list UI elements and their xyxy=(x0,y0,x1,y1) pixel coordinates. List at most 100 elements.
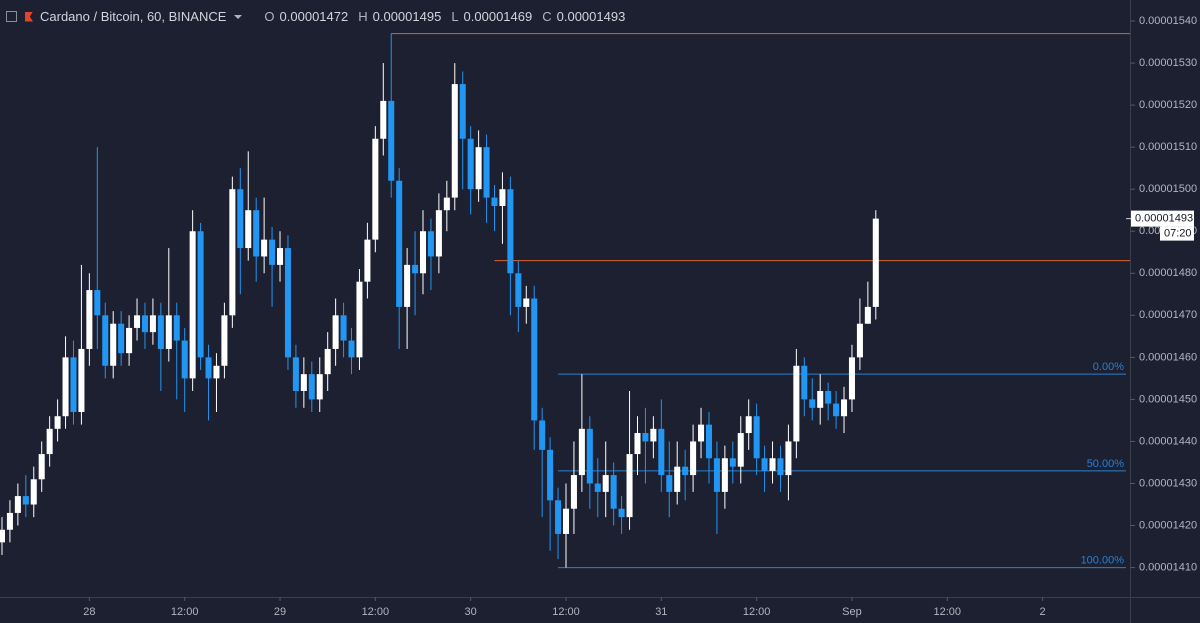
candle-body xyxy=(578,428,585,476)
candle-body xyxy=(173,315,180,341)
x-tick-label: 12:00 xyxy=(552,606,580,618)
candle-body xyxy=(356,281,363,358)
y-tick-label: 0.00001440 xyxy=(1139,435,1197,447)
x-tick-label: Sep xyxy=(842,606,862,618)
fib-label: 100.00% xyxy=(1081,554,1125,566)
candle-body xyxy=(213,365,220,379)
candle-body xyxy=(483,147,490,198)
candle-body xyxy=(94,290,101,316)
countdown-box xyxy=(1160,226,1194,241)
candle-body xyxy=(276,248,284,265)
candle-body xyxy=(872,218,879,307)
candle-body xyxy=(229,189,236,316)
candle-body xyxy=(30,479,37,505)
x-tick-label: 31 xyxy=(655,606,667,618)
ohlc-value: 0.00001472 xyxy=(279,9,349,24)
candle-body xyxy=(515,273,522,307)
symbol-flag xyxy=(25,11,33,22)
candle-body xyxy=(221,315,228,366)
candle-body xyxy=(372,138,379,240)
candle-body xyxy=(491,197,498,207)
candle-body xyxy=(419,231,427,274)
candle-body xyxy=(769,458,776,471)
candle-body xyxy=(245,210,252,249)
candle-body xyxy=(70,357,77,413)
candle-body xyxy=(459,84,466,139)
candle-body xyxy=(380,100,387,139)
candle-body xyxy=(848,357,855,400)
candle-body xyxy=(610,475,617,509)
candle-body xyxy=(181,340,188,379)
candle-body xyxy=(292,357,299,391)
y-tick-label: 0.00001540 xyxy=(1139,15,1197,27)
candle-body xyxy=(118,323,125,354)
candle-body xyxy=(666,475,673,492)
candle-body xyxy=(435,210,442,257)
candle-body xyxy=(745,416,752,434)
candle-body xyxy=(698,424,705,442)
candle-body xyxy=(46,428,53,455)
ohlc-key: O xyxy=(264,9,275,24)
y-tick-label: 0.00001420 xyxy=(1139,519,1197,531)
ohlc-key: H xyxy=(358,9,368,24)
x-tick-label: 2 xyxy=(1040,606,1046,618)
candle-body xyxy=(856,323,863,358)
y-tick-label: 0.00001480 xyxy=(1139,267,1197,279)
y-tick-label: 0.00001460 xyxy=(1139,351,1197,363)
candle-body xyxy=(141,315,148,333)
candle-body xyxy=(62,357,69,417)
candle-body xyxy=(658,428,665,476)
candle-body xyxy=(308,374,315,400)
candle-body xyxy=(705,424,712,459)
candle-body xyxy=(793,365,800,442)
candle-body xyxy=(197,231,204,358)
candle-body xyxy=(650,428,657,442)
candle-body xyxy=(507,189,514,274)
ohlc-key: C xyxy=(542,9,552,24)
y-tick-label: 0.00001430 xyxy=(1139,477,1197,489)
candle-body xyxy=(189,231,196,379)
candle-body xyxy=(451,84,458,198)
candle-body xyxy=(809,399,816,408)
candle-body xyxy=(253,210,260,257)
candle-body xyxy=(499,189,506,207)
candle-body xyxy=(547,449,554,501)
candle-body xyxy=(388,100,395,181)
candle-body xyxy=(237,189,244,249)
candle-body xyxy=(54,416,61,429)
symbol-caret[interactable] xyxy=(234,14,243,19)
candle-body xyxy=(682,466,689,476)
fib-label: 50.00% xyxy=(1087,458,1125,470)
expand-icon[interactable] xyxy=(6,11,17,22)
candle-body xyxy=(864,306,871,324)
candle-body xyxy=(467,138,474,190)
candle-body xyxy=(110,323,117,366)
candle-body xyxy=(396,180,403,307)
symbol-title[interactable]: Cardano / Bitcoin, 60, BINANCE xyxy=(40,9,227,24)
y-tick-label: 0.00001450 xyxy=(1139,393,1197,405)
candle-body xyxy=(570,475,577,509)
ohlc-key: L xyxy=(451,9,459,24)
candle-body xyxy=(348,340,355,358)
candle-body xyxy=(404,264,411,307)
candle-body xyxy=(22,496,29,505)
candle-body xyxy=(642,433,649,442)
candle-body xyxy=(102,315,109,366)
candle-body xyxy=(284,248,291,358)
price-tag-box xyxy=(1131,210,1194,227)
candle-body xyxy=(14,496,21,513)
candle-body xyxy=(841,399,848,417)
x-tick-label: 12:00 xyxy=(743,606,771,618)
candle-body xyxy=(157,315,164,349)
candle-body xyxy=(690,441,697,476)
candle-body xyxy=(825,390,832,404)
y-tick-label: 0.00001520 xyxy=(1139,99,1197,111)
candle-body xyxy=(713,458,720,492)
candle-body xyxy=(324,348,331,375)
candle-body xyxy=(300,374,307,391)
candle-body xyxy=(332,315,339,349)
candle-body xyxy=(205,357,212,379)
price-tag-label: 0.00001493 xyxy=(1135,213,1193,225)
